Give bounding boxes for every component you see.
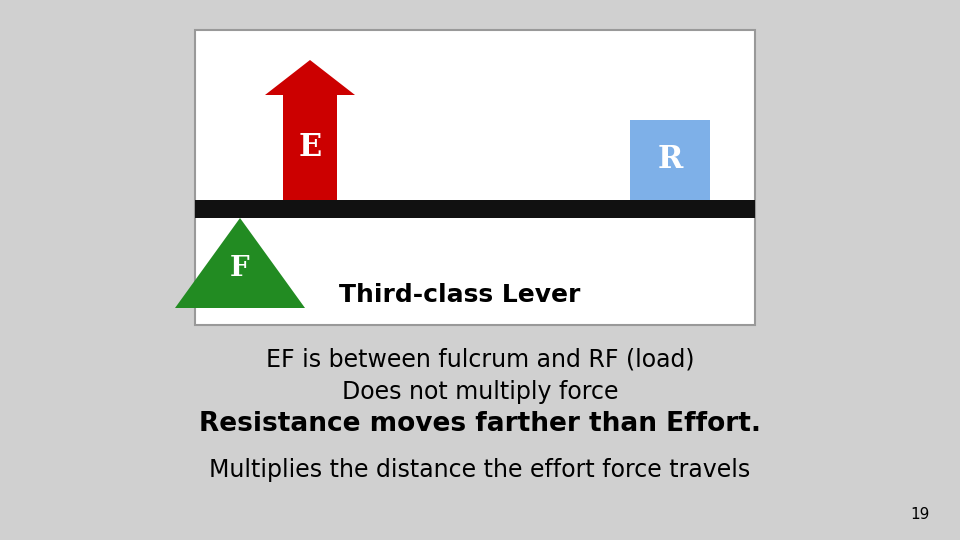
Bar: [195, 30, 755, 325]
Polygon shape: [265, 60, 355, 95]
Text: Resistance moves farther than Effort.: Resistance moves farther than Effort.: [199, 411, 761, 437]
Text: Third-class Lever: Third-class Lever: [339, 283, 581, 307]
Text: R: R: [658, 145, 683, 176]
Text: Does not multiply force: Does not multiply force: [342, 380, 618, 404]
Text: 19: 19: [911, 507, 930, 522]
Bar: [630, 120, 710, 200]
Text: Multiplies the distance the effort force travels: Multiplies the distance the effort force…: [209, 458, 751, 482]
Bar: [195, 200, 755, 218]
Bar: [283, 95, 337, 200]
Text: EF is between fulcrum and RF (load): EF is between fulcrum and RF (load): [266, 348, 694, 372]
Polygon shape: [175, 218, 305, 308]
Text: E: E: [299, 132, 322, 163]
Text: F: F: [230, 254, 250, 281]
